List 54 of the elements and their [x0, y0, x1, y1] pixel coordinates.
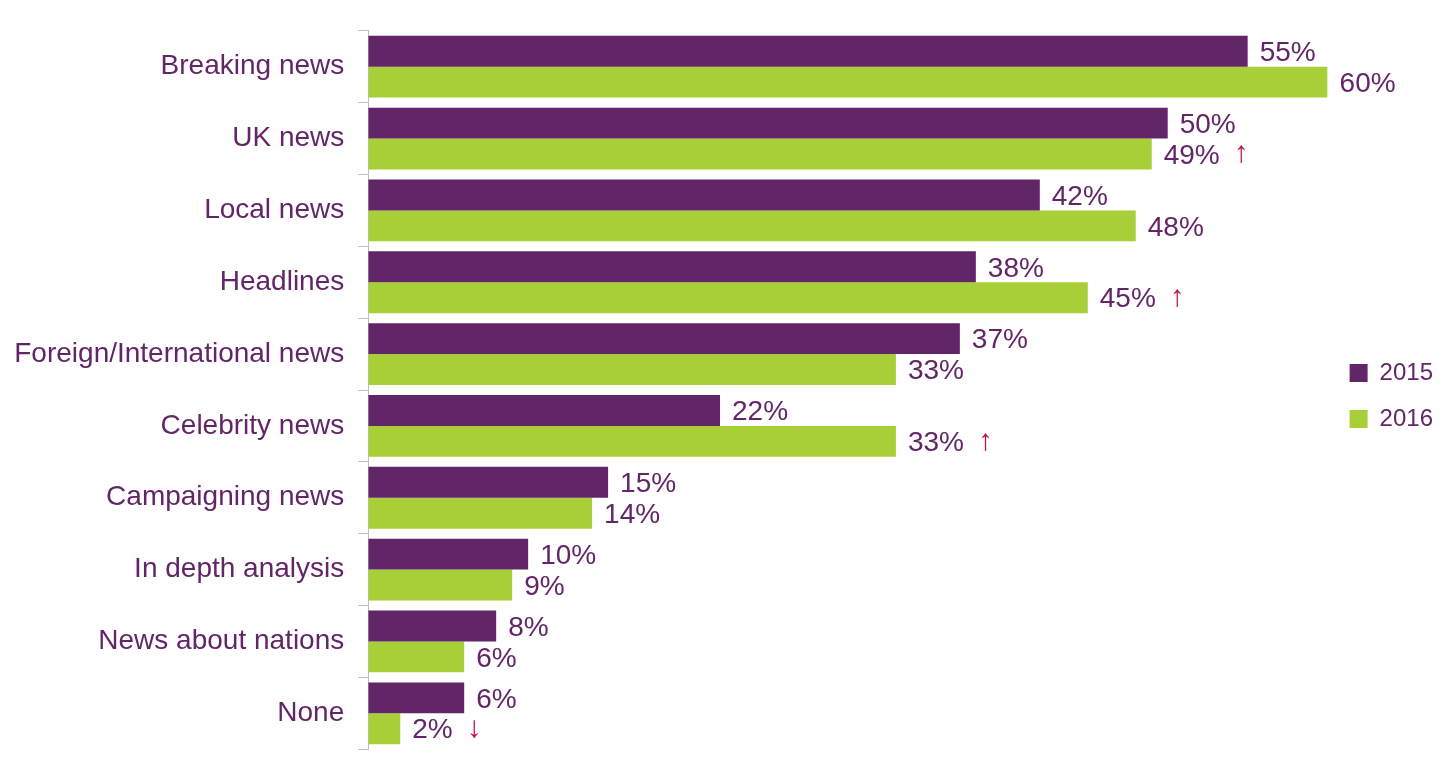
- data-label: 8%: [508, 610, 549, 642]
- data-label: 2%: [412, 713, 453, 745]
- bar: [368, 282, 1088, 314]
- legend-label: 2015: [1379, 357, 1433, 385]
- bar: [368, 251, 976, 283]
- bar: [368, 138, 1152, 170]
- bar: [368, 179, 1040, 211]
- data-label: 45%: [1099, 282, 1156, 314]
- data-label: 60%: [1339, 66, 1396, 98]
- bar: [368, 395, 721, 426]
- bar: [368, 323, 960, 355]
- data-label: 42%: [1051, 179, 1108, 211]
- data-label: 10%: [540, 538, 597, 570]
- data-label: 33%: [907, 426, 964, 458]
- bar: [368, 641, 465, 673]
- annotation: ↑: [1169, 278, 1185, 312]
- y-tick-label: Foreign/International news: [14, 336, 345, 368]
- bar: [368, 107, 1168, 139]
- annotation: ↑: [977, 422, 993, 456]
- data-label: 55%: [1259, 35, 1316, 67]
- bar: [368, 610, 497, 642]
- bar: [368, 713, 401, 745]
- bar: [368, 682, 465, 714]
- y-tick-label: Local news: [204, 193, 345, 225]
- data-label: 48%: [1147, 210, 1204, 242]
- y-tick-label: None: [277, 696, 345, 727]
- data-label: 38%: [987, 251, 1044, 283]
- bar: [368, 35, 1248, 67]
- bar: [368, 66, 1328, 98]
- y-tick-label: Headlines: [219, 264, 345, 296]
- data-label: 22%: [732, 395, 789, 427]
- bar: [368, 538, 529, 570]
- bar: [368, 425, 896, 457]
- bar: [368, 210, 1136, 242]
- data-label: 33%: [907, 354, 964, 386]
- data-label: 37%: [971, 323, 1028, 355]
- data-label: 9%: [524, 569, 565, 601]
- data-label: 49%: [1163, 138, 1220, 170]
- y-tick-label: Breaking news: [160, 49, 345, 81]
- bar: [368, 354, 896, 385]
- data-label: 15%: [620, 467, 677, 499]
- y-tick-label: News about nations: [98, 624, 345, 656]
- y-tick-label: Celebrity news: [160, 408, 345, 440]
- annotation: ↑: [1233, 135, 1249, 169]
- data-label: 6%: [476, 641, 517, 673]
- data-label: 14%: [604, 497, 661, 529]
- y-tick-label: In depth analysis: [134, 552, 345, 584]
- y-tick-label: Campaigning news: [106, 480, 345, 512]
- data-label: 50%: [1179, 107, 1236, 139]
- legend-label: 2016: [1379, 403, 1433, 431]
- bar: [368, 569, 513, 601]
- y-tick-label: UK news: [232, 121, 345, 153]
- bar: [368, 466, 609, 498]
- bar: [368, 497, 593, 529]
